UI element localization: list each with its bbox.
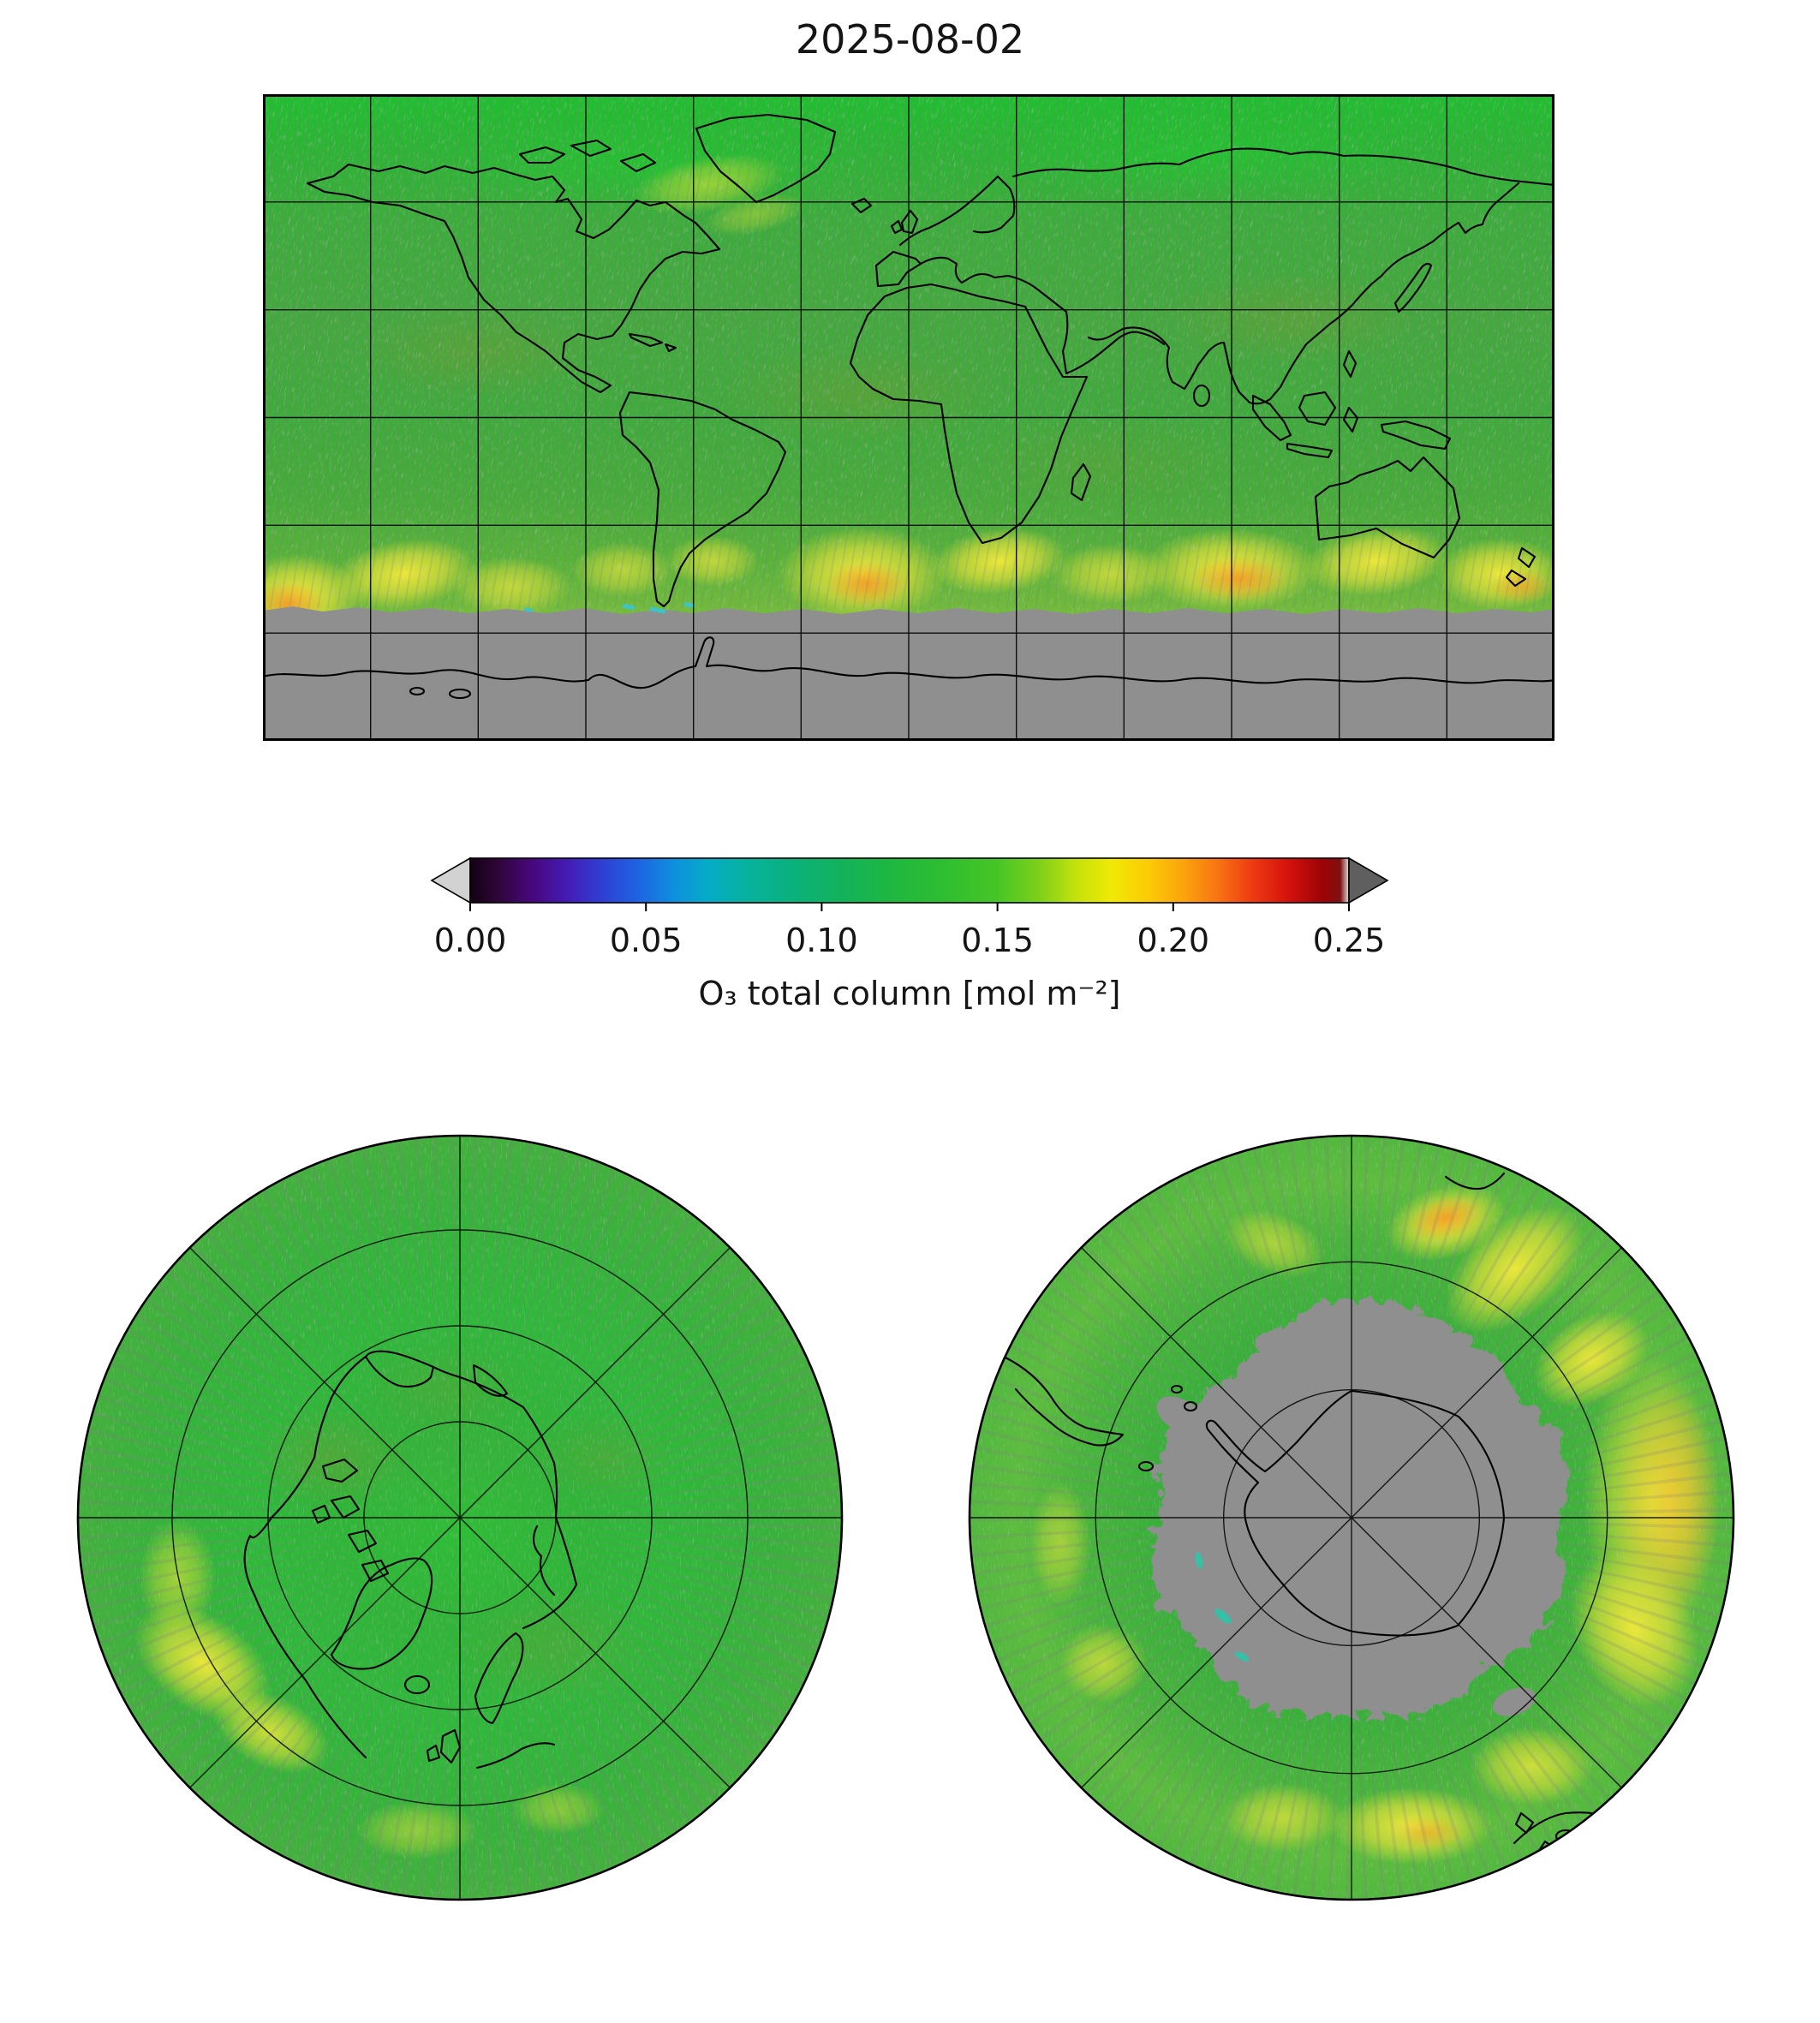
colorbar-tick: 0.05 <box>609 922 683 959</box>
colorbar-tickmarks <box>469 903 1350 911</box>
north-map-border <box>76 1134 844 1901</box>
colorbar-gradient <box>469 857 1350 904</box>
colorbar: 0.00 0.05 0.10 0.15 0.20 0.25 O₃ total c… <box>430 856 1389 1012</box>
graticule <box>263 94 1554 741</box>
colorbar-tick: 0.25 <box>1312 922 1386 959</box>
colorbar-tick: 0.15 <box>961 922 1034 959</box>
colorbar-bar-svg <box>430 856 1389 911</box>
cyan-low-value-specks <box>523 601 695 614</box>
colorbar-tick-labels: 0.00 0.05 0.10 0.15 0.20 0.25 <box>430 922 1389 964</box>
north-polar-panel <box>75 1132 845 1903</box>
global-map-panel <box>263 94 1554 741</box>
north-coastlines <box>243 1350 578 1769</box>
north-graticule <box>78 1136 842 1900</box>
global-map-lines-svg <box>263 94 1554 741</box>
colorbar-over-arrow <box>1348 856 1389 904</box>
south-polar-panel <box>966 1132 1737 1903</box>
colorbar-label: O₃ total column [mol m⁻²] <box>698 975 1121 1012</box>
south-map-border <box>968 1134 1735 1901</box>
north-polar-lines-svg <box>76 1134 844 1901</box>
map-border <box>263 94 1554 741</box>
south-coastlines <box>1002 1172 1612 1864</box>
colorbar-tick: 0.00 <box>433 922 507 959</box>
coastlines <box>263 113 1554 700</box>
colorbar-under-arrow <box>430 856 471 904</box>
figure-title: 2025-08-02 <box>795 16 1025 63</box>
colorbar-tick: 0.10 <box>785 922 858 959</box>
teal-fringe-specks <box>1195 1552 1250 1662</box>
colorbar-tick: 0.20 <box>1137 922 1210 959</box>
south-graticule <box>970 1136 1733 1900</box>
nodata-region-antarctic <box>1146 1294 1563 1713</box>
south-polar-lines-svg <box>968 1134 1735 1901</box>
south-nodata <box>1146 1294 1563 1716</box>
